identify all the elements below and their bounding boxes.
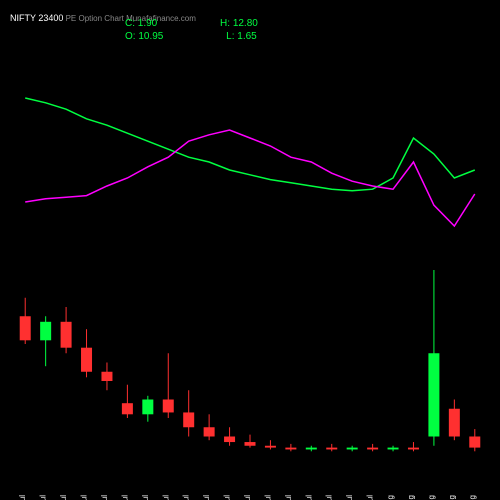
svg-text:23-Jul: 23-Jul (243, 495, 252, 500)
svg-text:25-Jul: 25-Jul (284, 495, 293, 500)
svg-text:17-Jul: 17-Jul (161, 495, 170, 500)
svg-text:01-Aug: 01-Aug (386, 495, 395, 500)
chart-container: NIFTY 23400 PE Option Chart Munafafinanc… (0, 0, 500, 500)
svg-text:30-Jul: 30-Jul (345, 495, 354, 500)
chart-svg: 08-Jul 09-Jul 10-Jul 11-Jul 12-Jul 15-Jul 16-J… (0, 0, 500, 500)
svg-text:12-Jul: 12-Jul (100, 495, 109, 500)
svg-text:19-Jul: 19-Jul (202, 495, 211, 500)
svg-text:31-Jul: 31-Jul (366, 495, 375, 500)
svg-text:26-Jul: 26-Jul (304, 495, 313, 500)
svg-text:29-Jul: 29-Jul (325, 495, 334, 500)
svg-text:05-Aug: 05-Aug (427, 495, 436, 500)
candle-chart-group (20, 270, 481, 451)
svg-text:22-Jul: 22-Jul (223, 495, 232, 500)
svg-text:11-Jul: 11-Jul (80, 495, 89, 500)
svg-text:24-Jul: 24-Jul (263, 495, 272, 500)
svg-text:15-Jul: 15-Jul (120, 495, 129, 500)
axis-group: 08-Jul 09-Jul 10-Jul 11-Jul 12-Jul 15-Jul 16-J… (18, 495, 477, 500)
svg-text:09-Jul: 09-Jul (39, 495, 48, 500)
svg-text:18-Jul: 18-Jul (182, 495, 191, 500)
svg-text:16-Jul: 16-Jul (141, 495, 150, 500)
svg-text:08-Jul: 08-Jul (18, 495, 27, 500)
svg-text:02-Aug: 02-Aug (406, 495, 415, 500)
line-chart-group (25, 98, 475, 226)
svg-text:10-Jul: 10-Jul (59, 495, 68, 500)
svg-text:07-Aug: 07-Aug (468, 495, 477, 500)
svg-text:06-Aug: 06-Aug (447, 495, 456, 500)
